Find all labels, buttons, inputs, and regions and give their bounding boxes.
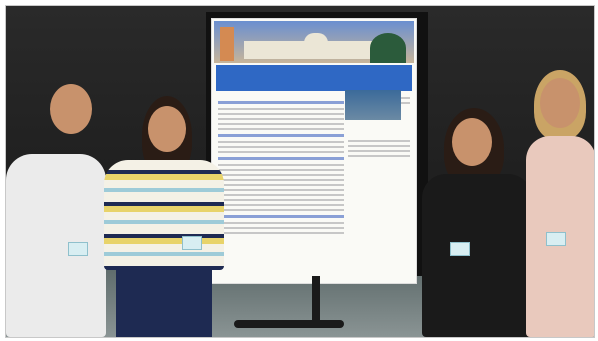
poster-stand-pole (312, 276, 320, 326)
name-badge (68, 242, 88, 256)
poster-text-column-left (218, 97, 344, 247)
poster-header-image (214, 21, 414, 63)
navy-skirt (116, 270, 212, 337)
head (452, 118, 492, 166)
person-man-white-shirt (6, 84, 106, 337)
tree-shape (370, 33, 406, 63)
poster-group-photo (345, 90, 401, 120)
black-lace-dress (422, 174, 532, 337)
head (540, 78, 580, 128)
conference-photo (5, 5, 595, 338)
poster-title-band (216, 65, 412, 91)
tower-shape (220, 27, 234, 61)
name-badge (450, 242, 470, 256)
striped-top (104, 160, 224, 270)
name-badge (182, 236, 202, 250)
building-shape (244, 41, 384, 59)
name-badge (546, 232, 566, 246)
white-shirt (6, 154, 106, 337)
person-woman-black-dress (422, 108, 532, 337)
head (148, 106, 186, 152)
research-poster (211, 18, 417, 284)
poster-stand-base (234, 320, 344, 328)
person-woman-striped-top (104, 96, 224, 337)
head (50, 84, 92, 134)
person-woman-pink-dress (526, 70, 594, 337)
dome-shape (304, 33, 328, 43)
